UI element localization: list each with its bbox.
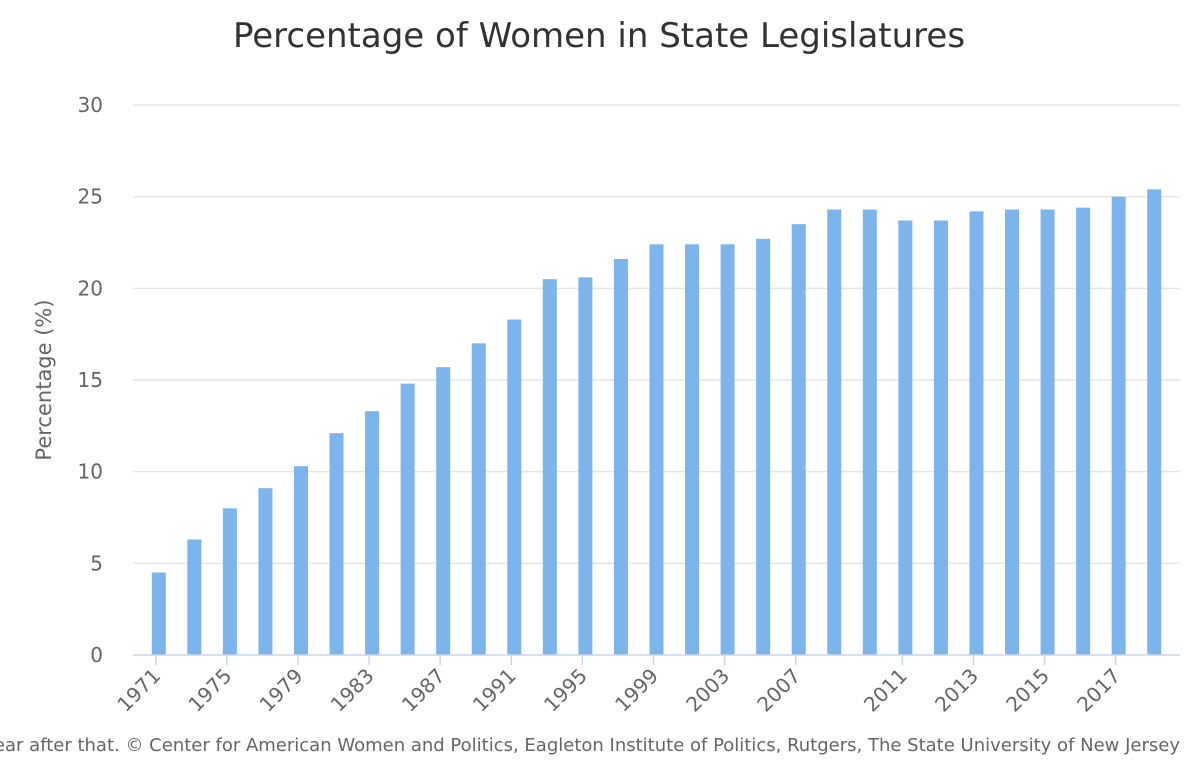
y-tick-label: 15 bbox=[78, 368, 103, 392]
bar bbox=[969, 211, 984, 656]
bar bbox=[720, 244, 735, 656]
bar bbox=[542, 279, 557, 655]
x-tick-label: 1979 bbox=[255, 664, 308, 717]
x-tick-label: 2003 bbox=[681, 664, 734, 717]
bar bbox=[827, 209, 842, 655]
bar bbox=[1147, 189, 1162, 656]
y-axis-ticks: 0 5 10 15 20 25 30 bbox=[78, 93, 103, 667]
bar bbox=[649, 244, 664, 656]
y-tick-label: 5 bbox=[90, 551, 103, 575]
x-tick-label: 1975 bbox=[183, 664, 236, 717]
x-tick-label: 1971 bbox=[112, 664, 165, 717]
bar bbox=[507, 319, 522, 655]
bar bbox=[222, 508, 237, 655]
bar bbox=[578, 277, 593, 655]
bar bbox=[1040, 209, 1055, 655]
x-tick-label: 2015 bbox=[1001, 664, 1054, 717]
bar bbox=[1076, 207, 1091, 655]
y-tick-label: 25 bbox=[78, 185, 103, 209]
bar bbox=[756, 238, 771, 656]
x-tick-label: 1983 bbox=[326, 664, 379, 717]
bar bbox=[436, 367, 451, 655]
bar bbox=[685, 244, 700, 656]
bar bbox=[471, 343, 486, 655]
x-axis-ticks: 1971 1975 1979 1983 1987 1991 1995 1999 2003 2007… bbox=[112, 655, 1125, 717]
bar bbox=[400, 383, 415, 655]
credits-text: year after that. © Center for American W… bbox=[0, 735, 1180, 756]
bar bbox=[862, 209, 877, 655]
bar bbox=[151, 572, 166, 655]
bar bbox=[791, 224, 806, 655]
x-tick-label: 1987 bbox=[397, 664, 450, 717]
bar bbox=[898, 220, 913, 655]
bar bbox=[365, 411, 380, 655]
y-tick-label: 30 bbox=[78, 93, 103, 117]
x-tick-label: 1995 bbox=[539, 664, 592, 717]
bars bbox=[151, 189, 1162, 656]
bar bbox=[293, 466, 308, 655]
bar bbox=[1111, 196, 1126, 655]
x-tick-label: 2011 bbox=[859, 664, 912, 717]
y-tick-label: 0 bbox=[90, 643, 103, 667]
x-tick-label: 2013 bbox=[930, 664, 983, 717]
y-tick-label: 20 bbox=[78, 276, 103, 300]
bar bbox=[933, 220, 948, 655]
bar bbox=[258, 488, 273, 655]
x-tick-label: 1991 bbox=[468, 664, 521, 717]
bar bbox=[1005, 209, 1020, 655]
y-tick-label: 10 bbox=[78, 460, 103, 484]
y-axis-label: Percentage (%) bbox=[32, 299, 56, 460]
chart-title: Percentage of Women in State Legislature… bbox=[233, 16, 965, 56]
bar bbox=[329, 433, 344, 655]
bar bbox=[187, 539, 202, 655]
bar bbox=[613, 259, 628, 655]
x-tick-label: 1999 bbox=[610, 664, 663, 717]
x-tick-label: 2007 bbox=[752, 664, 805, 717]
x-tick-label: 2017 bbox=[1072, 664, 1125, 717]
